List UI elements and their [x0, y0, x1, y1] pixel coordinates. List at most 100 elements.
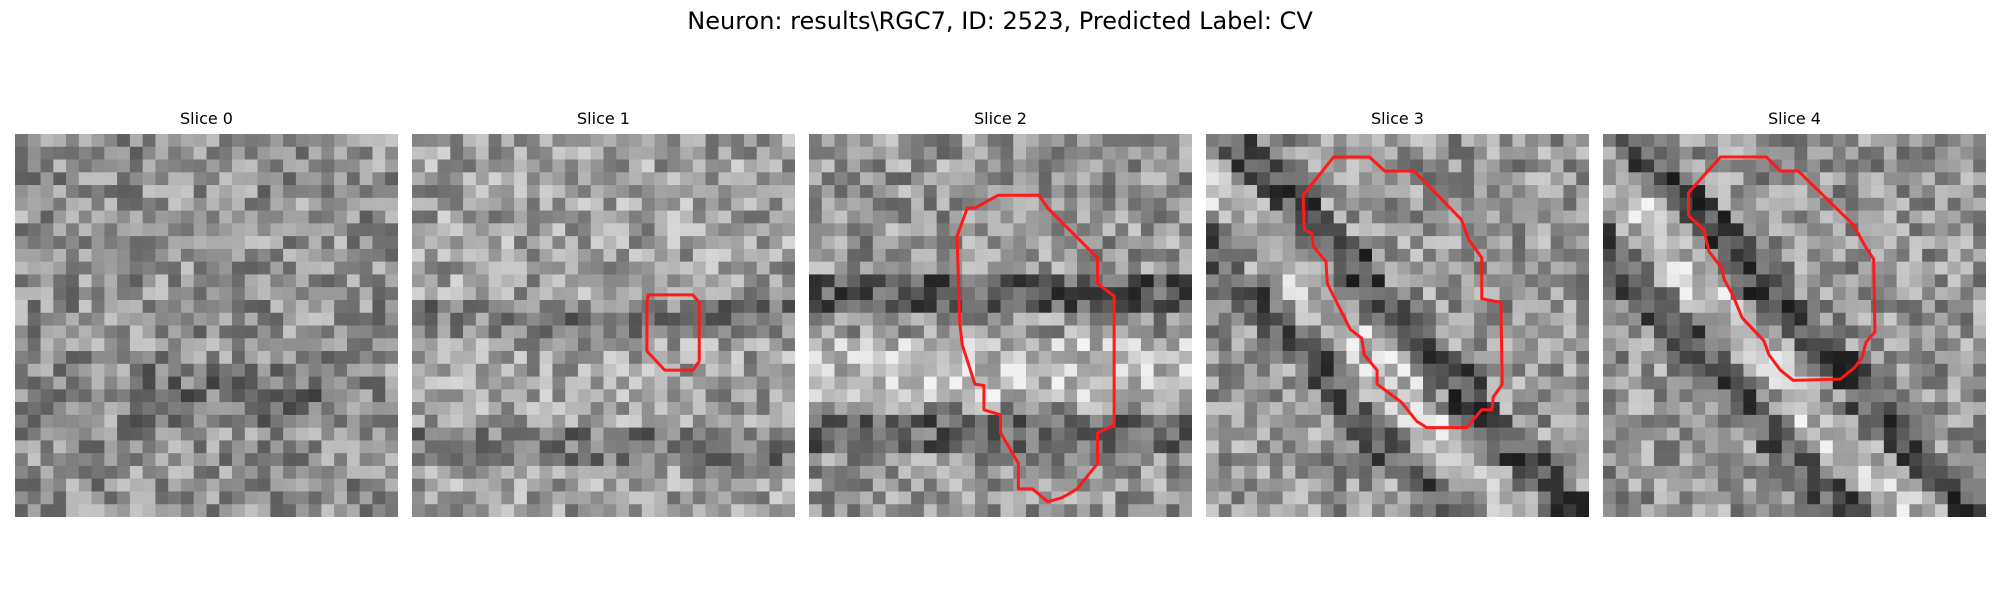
pixel: [1563, 325, 1577, 339]
pixel: [1730, 223, 1744, 237]
pixel: [308, 248, 322, 262]
pixel: [1679, 248, 1693, 262]
pixel: [1934, 210, 1948, 224]
pixel: [1435, 210, 1449, 224]
pixel: [1397, 414, 1411, 428]
pixel: [616, 465, 630, 479]
pixel: [616, 236, 630, 250]
pixel: [1499, 223, 1513, 237]
pixel: [1679, 312, 1693, 326]
pixel: [463, 338, 477, 352]
pixel: [769, 427, 783, 441]
pixel: [295, 146, 309, 160]
pixel: [1320, 427, 1334, 441]
pixel: [257, 363, 271, 377]
pixel: [743, 172, 757, 186]
pixel: [257, 210, 271, 224]
pixel: [577, 453, 591, 467]
pixel: [1384, 427, 1398, 441]
pixel: [1384, 491, 1398, 505]
pixel: [1909, 134, 1923, 148]
pixel: [1641, 210, 1655, 224]
pixel: [1371, 478, 1385, 492]
pixel: [1218, 312, 1232, 326]
pixel: [168, 453, 182, 467]
pixel: [91, 478, 105, 492]
pixel: [821, 338, 835, 352]
pixel: [1320, 236, 1334, 250]
pixel: [1051, 389, 1065, 403]
pixel: [1909, 274, 1923, 288]
pixel: [1768, 210, 1782, 224]
pixel: [1333, 338, 1347, 352]
pixel: [1883, 389, 1897, 403]
pixel: [898, 414, 912, 428]
pixel: [321, 414, 335, 428]
pixel: [743, 159, 757, 173]
pixel: [244, 453, 258, 467]
pixel: [1717, 159, 1731, 173]
pixel: [1461, 478, 1475, 492]
pixel: [168, 210, 182, 224]
pixel: [923, 351, 937, 365]
pixel: [1013, 325, 1027, 339]
pixel: [667, 414, 681, 428]
pixel: [1947, 504, 1961, 517]
pixel: [1282, 146, 1296, 160]
pixel: [180, 402, 194, 416]
pixel: [1794, 159, 1808, 173]
pixel: [437, 312, 451, 326]
pixel: [1525, 236, 1539, 250]
pixel: [847, 236, 861, 250]
pixel: [1947, 236, 1961, 250]
pixel: [1858, 491, 1872, 505]
pixel: [603, 236, 617, 250]
pixel: [1615, 325, 1629, 339]
pixel: [860, 134, 874, 148]
pixel: [1499, 299, 1513, 313]
pixel: [1257, 440, 1271, 454]
pixel: [1934, 197, 1948, 211]
pixel: [1371, 465, 1385, 479]
pixel: [603, 389, 617, 403]
pixel: [629, 134, 643, 148]
pixel: [898, 248, 912, 262]
pixel: [1371, 351, 1385, 365]
pixel: [1934, 338, 1948, 352]
pixel: [1512, 440, 1526, 454]
pixel: [1423, 351, 1437, 365]
pixel: [295, 274, 309, 288]
pixel: [1179, 389, 1192, 403]
pixel: [1973, 504, 1986, 517]
pixel: [1295, 325, 1309, 339]
pixel: [1576, 159, 1589, 173]
pixel: [1717, 312, 1731, 326]
pixel: [1730, 261, 1744, 275]
pixel: [1410, 325, 1424, 339]
pixel: [1038, 427, 1052, 441]
pixel: [1550, 223, 1564, 237]
pixel: [936, 248, 950, 262]
pixel: [1909, 312, 1923, 326]
pixel: [1128, 159, 1142, 173]
pixel: [1922, 185, 1936, 199]
pixel: [129, 491, 143, 505]
pixel: [1257, 504, 1271, 517]
pixel: [1179, 504, 1192, 517]
pixel: [1756, 465, 1770, 479]
pixel: [66, 453, 80, 467]
pixel: [1756, 491, 1770, 505]
pixel: [501, 363, 515, 377]
pixel: [1973, 134, 1986, 148]
pixel: [949, 172, 963, 186]
pixel: [117, 274, 131, 288]
pixel: [731, 504, 745, 517]
pixel: [1525, 248, 1539, 262]
pixel: [1537, 172, 1551, 186]
pixel: [15, 210, 29, 224]
pixel: [91, 146, 105, 160]
pixel: [142, 223, 156, 237]
pixel: [526, 172, 540, 186]
pixel: [475, 287, 489, 301]
pixel: [155, 440, 169, 454]
